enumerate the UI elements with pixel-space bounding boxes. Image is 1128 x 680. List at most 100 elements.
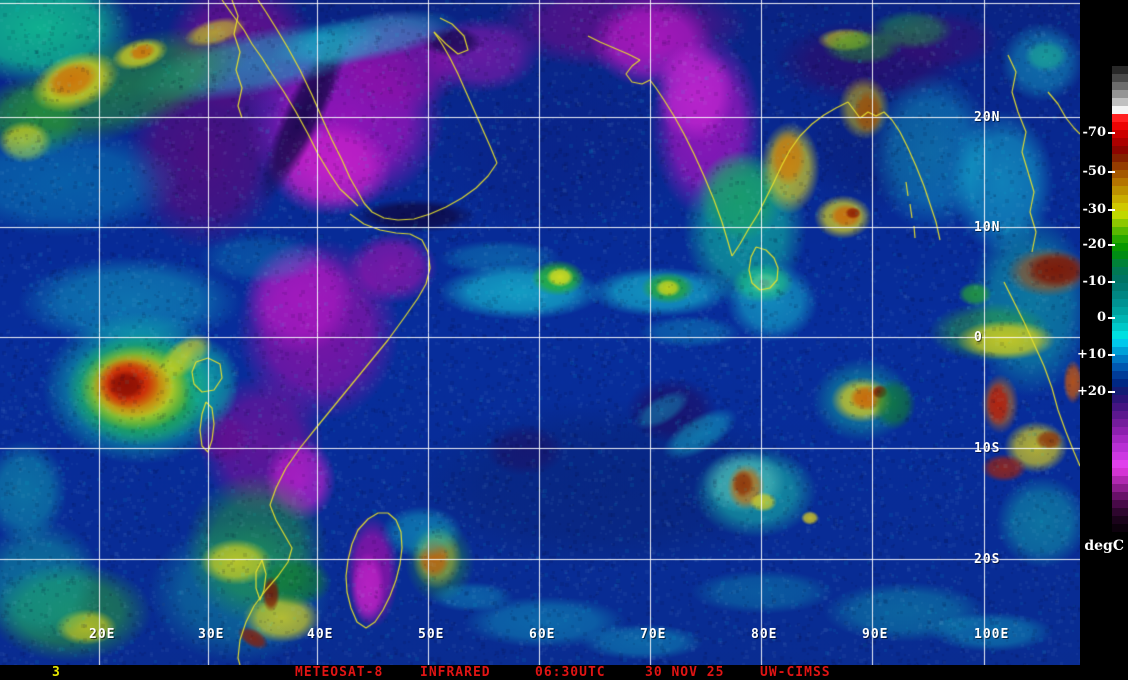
colorbar-segment xyxy=(1112,290,1128,299)
colorbar-segment xyxy=(1112,226,1128,235)
image-date: 30 NOV 25 xyxy=(645,665,725,680)
colorbar-segment xyxy=(1112,274,1128,283)
colorbar-segment xyxy=(1112,194,1128,203)
colorbar-tick-mark xyxy=(1108,244,1115,246)
colorbar-segment xyxy=(1112,435,1128,444)
colorbar-tick-label: -50 xyxy=(1082,164,1107,179)
colorbar-segment xyxy=(1112,138,1128,147)
caption-bar: 3 METEOSAT-8 INFRARED 06:30UTC 30 NOV 25… xyxy=(0,665,1128,680)
colorbar-segment xyxy=(1112,371,1128,380)
colorbar-segment xyxy=(1112,443,1128,452)
colorbar-segment xyxy=(1112,250,1128,259)
colorbar-tick-label: -20 xyxy=(1082,237,1107,252)
colorbar-segment xyxy=(1112,170,1128,179)
colorbar-segment xyxy=(1112,523,1128,532)
colorbar-segment xyxy=(1112,427,1128,436)
colorbar-segment xyxy=(1112,387,1128,396)
latitude-label: 20N xyxy=(974,110,1001,125)
colorbar-tick-mark xyxy=(1108,132,1115,134)
colorbar-segment xyxy=(1112,154,1128,163)
colorbar-segment xyxy=(1112,258,1128,267)
colorbar-panel: degC -70 -50 -30 -20 -10 0 +10 +20 xyxy=(1077,0,1128,665)
colorbar-segment xyxy=(1112,314,1128,323)
colorbar-segment xyxy=(1112,218,1128,227)
colorbar-segment xyxy=(1112,202,1128,211)
colorbar-tick-label: -30 xyxy=(1082,202,1107,217)
colorbar-segment xyxy=(1112,82,1128,91)
colorbar-segment xyxy=(1112,507,1128,516)
colorbar-segment xyxy=(1112,347,1128,356)
colorbar-segment xyxy=(1112,186,1128,195)
colorbar-tick-label: +10 xyxy=(1077,347,1106,362)
colorbar-segment xyxy=(1112,90,1128,99)
colorbar-segment xyxy=(1112,411,1128,420)
latitude-label: 0 xyxy=(974,330,983,345)
longitude-label: 80E xyxy=(751,627,778,642)
latitude-label: 10N xyxy=(974,220,1001,235)
colorbar-segment xyxy=(1112,106,1128,115)
colorbar-segment xyxy=(1112,451,1128,460)
colorbar-tick-mark xyxy=(1108,281,1115,283)
longitude-label: 30E xyxy=(198,627,225,642)
colorbar-segment xyxy=(1112,515,1128,524)
longitude-label: 90E xyxy=(862,627,889,642)
colorbar-tick-label: 0 xyxy=(1096,310,1106,325)
latitude-label: 20S xyxy=(974,552,1001,567)
colorbar-segment xyxy=(1112,363,1128,372)
colorbar-segment xyxy=(1112,499,1128,508)
colorbar-segment xyxy=(1112,491,1128,500)
colorbar-tick-label: -70 xyxy=(1082,125,1107,140)
colorbar-segment xyxy=(1112,74,1128,83)
colorbar-segment xyxy=(1112,66,1128,75)
colorbar-tick-mark xyxy=(1108,317,1115,319)
longitude-label: 40E xyxy=(307,627,334,642)
colorbar-segment xyxy=(1112,162,1128,171)
colorbar-segment xyxy=(1112,242,1128,251)
credit-label: UW-CIMSS xyxy=(760,665,831,680)
colorbar-tick-mark xyxy=(1108,171,1115,173)
band-name: INFRARED xyxy=(420,665,491,680)
infrared-satellite-map-canvas xyxy=(0,0,1080,665)
colorbar-segment xyxy=(1112,234,1128,243)
colorbar-segment xyxy=(1112,130,1128,139)
colorbar-segment xyxy=(1112,298,1128,307)
colorbar-segment xyxy=(1112,355,1128,364)
colorbar-segment xyxy=(1112,210,1128,219)
colorbar-tick-mark xyxy=(1108,391,1115,393)
colorbar-segment xyxy=(1112,146,1128,155)
colorbar-segment xyxy=(1112,122,1128,131)
colorbar-segment xyxy=(1112,395,1128,404)
colorbar-segment xyxy=(1112,475,1128,484)
colorbar-tick-mark xyxy=(1108,354,1115,356)
colorbar-segment xyxy=(1112,379,1128,388)
colorbar-tick-label: -10 xyxy=(1082,274,1107,289)
colorbar-segment xyxy=(1112,178,1128,187)
colorbar-segment xyxy=(1112,323,1128,332)
colorbar-segment xyxy=(1112,331,1128,340)
colorbar-segment xyxy=(1112,266,1128,275)
colorbar-segment xyxy=(1112,306,1128,315)
map-area: 20E 30E 40E 50E 60E 70E 80E 90E 100E 20N 10N 0 10S 20… xyxy=(0,0,1080,665)
longitude-label: 70E xyxy=(640,627,667,642)
colorbar-unit-label: degC xyxy=(1084,538,1124,554)
colorbar-tick-mark xyxy=(1108,209,1115,211)
longitude-label: 20E xyxy=(89,627,116,642)
colorbar-segment xyxy=(1112,282,1128,291)
temperature-colorbar xyxy=(1112,66,1128,532)
longitude-label: 60E xyxy=(529,627,556,642)
longitude-label: 100E xyxy=(974,627,1010,642)
colorbar-tick-label: +20 xyxy=(1077,384,1106,399)
colorbar-segment xyxy=(1112,419,1128,428)
image-time: 06:30UTC xyxy=(535,665,606,680)
frame-number: 3 xyxy=(52,665,61,680)
satellite-name: METEOSAT-8 xyxy=(295,665,384,680)
colorbar-segment xyxy=(1112,483,1128,492)
colorbar-segment xyxy=(1112,114,1128,123)
colorbar-segment xyxy=(1112,98,1128,107)
colorbar-segment xyxy=(1112,459,1128,468)
colorbar-segment xyxy=(1112,339,1128,348)
latitude-label: 10S xyxy=(974,441,1001,456)
colorbar-segment xyxy=(1112,403,1128,412)
colorbar-segment xyxy=(1112,467,1128,476)
